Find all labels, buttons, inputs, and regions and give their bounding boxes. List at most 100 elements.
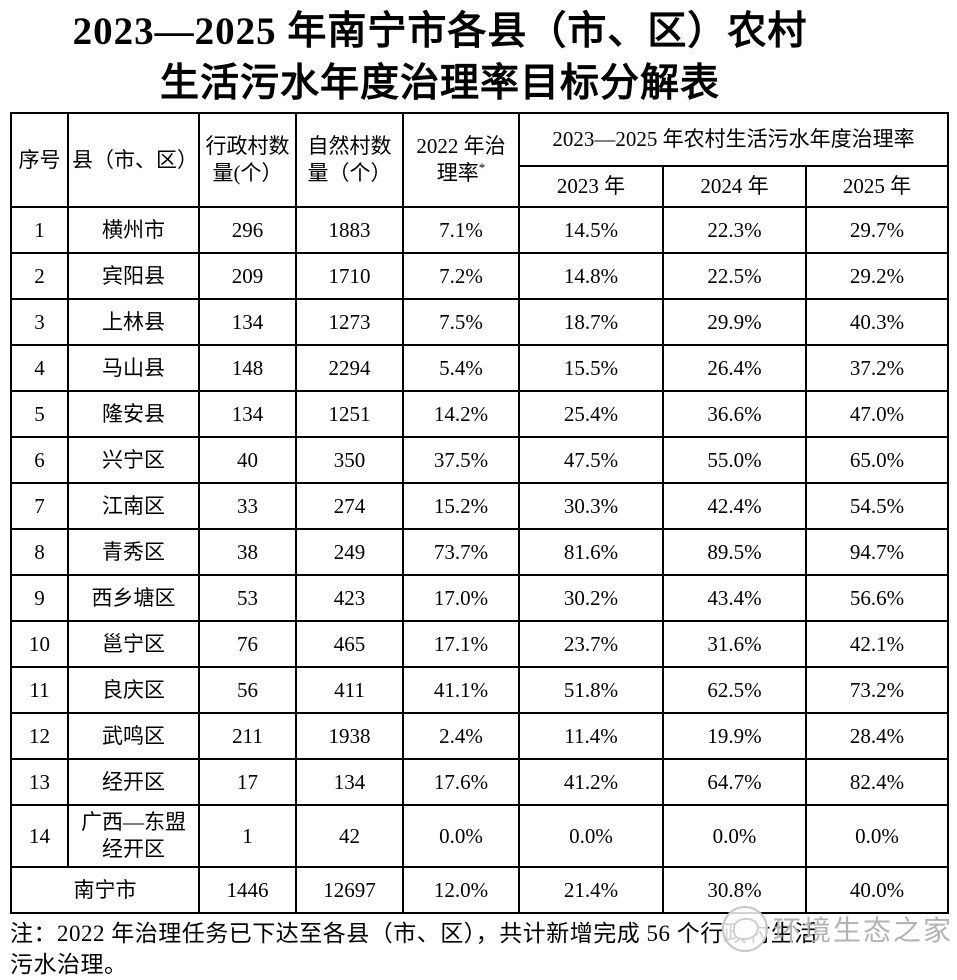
footnote-marker: * — [478, 160, 486, 175]
cell-natural-villages: 1273 — [295, 298, 404, 346]
cell-no: 11 — [10, 666, 69, 714]
cell-county: 马山县 — [67, 344, 200, 392]
header-no: 序号 — [10, 112, 69, 208]
table-row: 5 隆安县 134 1251 14.2% 25.4% 36.6% 47.0% — [10, 390, 950, 438]
cell-natural-villages: 1251 — [295, 390, 404, 438]
cell-natural-villages: 465 — [295, 620, 404, 668]
cell-natural-villages: 42 — [295, 804, 404, 868]
table-row: 12 武鸣区 211 1938 2.4% 11.4% 19.9% 28.4% — [10, 712, 950, 760]
footnote: 注：2022 年治理任务已下达至各县（市、区），共计新增完成 56 个行政村生活… — [10, 918, 950, 980]
cell-county: 横州市 — [67, 206, 200, 254]
cell-county: 良庆区 — [67, 666, 200, 714]
cell-no: 14 — [10, 804, 69, 868]
cell-no: 12 — [10, 712, 69, 760]
header-county: 县（市、区） — [67, 112, 200, 208]
table-row: 6 兴宁区 40 350 37.5% 47.5% 55.0% 65.0% — [10, 436, 950, 484]
footnote-line2: 污水治理。 — [10, 952, 128, 977]
cell-county: 江南区 — [67, 482, 200, 530]
table-row: 4 马山县 148 2294 5.4% 15.5% 26.4% 37.2% — [10, 344, 950, 392]
target-allocation-table: 序号 县（市、区） 行政村数 量(个） 自然村数 量（个） 2022 年治 理率… — [10, 112, 950, 914]
page-title: 2023—2025 年南宁市各县（市、区）农村 生活污水年度治理率目标分解表 — [0, 6, 880, 110]
cell-county: 隆安县 — [67, 390, 200, 438]
cell-admin-villages: 53 — [198, 574, 297, 622]
cell-rate-2024: 26.4% — [662, 344, 807, 392]
cell-rate-2024: 22.3% — [662, 206, 807, 254]
cell-no: 7 — [10, 482, 69, 530]
cell-no: 8 — [10, 528, 69, 576]
header-admin-villages: 行政村数 量(个） — [198, 112, 297, 208]
cell-admin-villages: 209 — [198, 252, 297, 300]
cell-rate-2025: 29.7% — [804, 206, 950, 254]
cell-rate-2023: 14.8% — [518, 252, 664, 300]
cell-rate-2022: 41.1% — [402, 666, 520, 714]
cell-county: 武鸣区 — [67, 712, 200, 760]
cell-admin-villages: 134 — [198, 298, 297, 346]
cell-no: 9 — [10, 574, 69, 622]
page-title-line2: 生活污水年度治理率目标分解表 — [159, 62, 720, 105]
cell-rate-2022: 5.4% — [402, 344, 520, 392]
cell-rate-2024: 89.5% — [662, 528, 807, 576]
page-title-line1: 2023—2025 年南宁市各县（市、区）农村 — [72, 10, 808, 53]
cell-county: 经开区 — [67, 758, 200, 806]
cell-rate-2025: 0.0% — [804, 804, 950, 868]
cell-no: 3 — [10, 298, 69, 346]
cell-rate-2025: 47.0% — [804, 390, 950, 438]
cell-no: 6 — [10, 436, 69, 484]
cell-admin-villages: 134 — [198, 390, 297, 438]
cell-rate-2024: 36.6% — [662, 390, 807, 438]
cell-rate-2022: 37.5% — [402, 436, 520, 484]
cell-natural-villages: 350 — [295, 436, 404, 484]
table-row: 7 江南区 33 274 15.2% 30.3% 42.4% 54.5% — [10, 482, 950, 530]
cell-rate-2023: 11.4% — [518, 712, 664, 760]
cell-rate-2024: 42.4% — [662, 482, 807, 530]
cell-rate-2022: 14.2% — [402, 390, 520, 438]
cell-county: 兴宁区 — [67, 436, 200, 484]
cell-rate-2023: 0.0% — [518, 804, 664, 868]
table-body: 1 横州市 296 1883 7.1% 14.5% 22.3% 29.7% 2 宾阳县 209 171… — [10, 206, 950, 868]
cell-rate-2025: 28.4% — [804, 712, 950, 760]
header-year-2024: 2024 年 — [662, 165, 807, 208]
header-year-2025: 2025 年 — [804, 165, 950, 208]
cell-county: 邕宁区 — [67, 620, 200, 668]
cell-rate-2025: 56.6% — [804, 574, 950, 622]
cell-natural-villages: 411 — [295, 666, 404, 714]
cell-rate-2022: 7.5% — [402, 298, 520, 346]
cell-admin-villages: 148 — [198, 344, 297, 392]
cell-rate-2024: 29.9% — [662, 298, 807, 346]
cell-rate-2025: 82.4% — [804, 758, 950, 806]
cell-rate-2023: 51.8% — [518, 666, 664, 714]
header-rate-2022: 2022 年治 理率* — [402, 112, 520, 208]
header-span-2023-2025: 2023—2025 年农村生活污水年度治理率 — [517, 112, 950, 167]
cell-rate-2024: 55.0% — [662, 436, 807, 484]
total-label: 南宁市 — [10, 866, 200, 914]
total-rate-2022: 12.0% — [402, 866, 520, 914]
cell-admin-villages: 56 — [198, 666, 297, 714]
cell-rate-2025: 42.1% — [804, 620, 950, 668]
cell-rate-2022: 17.0% — [402, 574, 520, 622]
cell-rate-2025: 40.3% — [804, 298, 950, 346]
cell-admin-villages: 17 — [198, 758, 297, 806]
cell-admin-villages: 1 — [198, 804, 297, 868]
cell-natural-villages: 134 — [295, 758, 404, 806]
cell-no: 10 — [10, 620, 69, 668]
cell-admin-villages: 40 — [198, 436, 297, 484]
cell-rate-2025: 54.5% — [804, 482, 950, 530]
cell-rate-2022: 17.6% — [402, 758, 520, 806]
table-row: 9 西乡塘区 53 423 17.0% 30.2% 43.4% 56.6% — [10, 574, 950, 622]
cell-rate-2023: 15.5% — [518, 344, 664, 392]
cell-rate-2023: 14.5% — [518, 206, 664, 254]
cell-rate-2022: 2.4% — [402, 712, 520, 760]
cell-natural-villages: 1938 — [295, 712, 404, 760]
cell-county: 广西—东盟 经开区 — [67, 804, 200, 868]
cell-rate-2024: 22.5% — [662, 252, 807, 300]
cell-county: 青秀区 — [67, 528, 200, 576]
footnote-line1: 注：2022 年治理任务已下达至各县（市、区），共计新增完成 56 个行政村生活 — [10, 921, 818, 946]
cell-rate-2022: 73.7% — [402, 528, 520, 576]
cell-natural-villages: 423 — [295, 574, 404, 622]
table-row: 8 青秀区 38 249 73.7% 81.6% 89.5% 94.7% — [10, 528, 950, 576]
cell-natural-villages: 249 — [295, 528, 404, 576]
table-row: 3 上林县 134 1273 7.5% 18.7% 29.9% 40.3% — [10, 298, 950, 346]
watermark-text: 环境生态之家 — [773, 916, 954, 947]
cell-rate-2024: 0.0% — [662, 804, 807, 868]
header-rate-2022-text: 2022 年治 理率 — [416, 134, 506, 185]
